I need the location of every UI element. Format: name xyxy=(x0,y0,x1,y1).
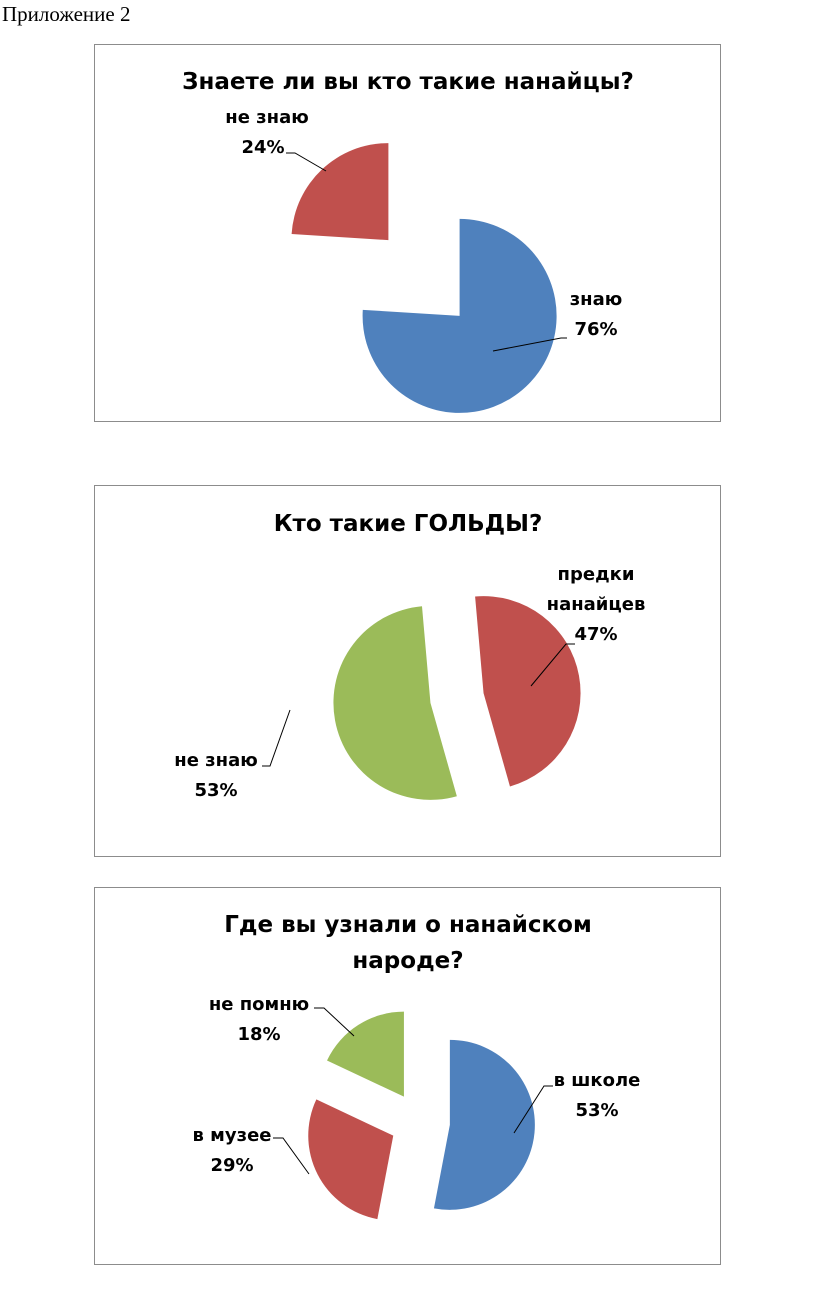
slice-label-school: в школе xyxy=(554,1070,641,1091)
chart-title: Знаете ли вы кто такие нанайцы? xyxy=(182,69,634,95)
pie-slice-не-помню xyxy=(327,1011,404,1097)
pie-slice-знаю xyxy=(362,218,557,413)
leader-line xyxy=(273,1137,310,1175)
slice-percent-dont-remember: 18% xyxy=(237,1024,280,1045)
leader-line xyxy=(262,709,291,767)
slice-label-know: знаю xyxy=(570,289,623,310)
chart-1-svg: Знаете ли вы кто такие нанайцы? знаю 76%… xyxy=(182,69,634,413)
chart-title: Кто такие ГОЛЬДЫ? xyxy=(274,511,543,537)
slice-percent-dont-know: 53% xyxy=(194,780,237,801)
chart-title-line-1: Где вы узнали о нанайском xyxy=(224,912,592,938)
leader-line xyxy=(513,1085,553,1134)
chart-nanai-awareness: Знаете ли вы кто такие нанайцы? знаю 76%… xyxy=(94,44,721,422)
slice-label-dont-remember: не помню xyxy=(209,994,309,1015)
leader-line xyxy=(492,337,567,352)
slice-label-ancestors-1: предки xyxy=(558,564,635,585)
pie-slice-в-школе xyxy=(433,1039,535,1210)
slice-percent-dont-know: 24% xyxy=(241,137,284,158)
pie-slice-не-знаю xyxy=(333,606,457,800)
slice-percent-museum: 29% xyxy=(210,1155,253,1176)
slice-label-dont-know: не знаю xyxy=(225,107,308,128)
chart-goldy: Кто такие ГОЛЬДЫ? предки нанайцев 47% не… xyxy=(94,485,721,857)
page-heading: Приложение 2 xyxy=(2,2,131,26)
leader-line xyxy=(314,1007,355,1037)
chart-3-svg: Где вы узнали о нанайском народе? в школ… xyxy=(193,912,641,1220)
pie-slice-в-музее xyxy=(308,1099,394,1220)
chart-learned-where: Где вы узнали о нанайском народе? в школ… xyxy=(94,887,721,1265)
slice-label-dont-know: не знаю xyxy=(174,750,257,771)
slice-label-ancestors-2: нанайцев xyxy=(547,594,646,615)
leader-line xyxy=(530,643,575,687)
chart-2-svg: Кто такие ГОЛЬДЫ? предки нанайцев 47% не… xyxy=(174,511,646,801)
slice-percent-school: 53% xyxy=(575,1100,618,1121)
slice-percent-know: 76% xyxy=(574,319,617,340)
slice-label-museum: в музее xyxy=(193,1125,272,1146)
leader-line xyxy=(286,152,327,172)
chart-title-line-2: народе? xyxy=(352,948,463,974)
slice-percent-ancestors: 47% xyxy=(574,624,617,645)
pie-slice-предки-нанайцев xyxy=(475,596,581,787)
pie-slice-не-знаю xyxy=(291,143,389,241)
